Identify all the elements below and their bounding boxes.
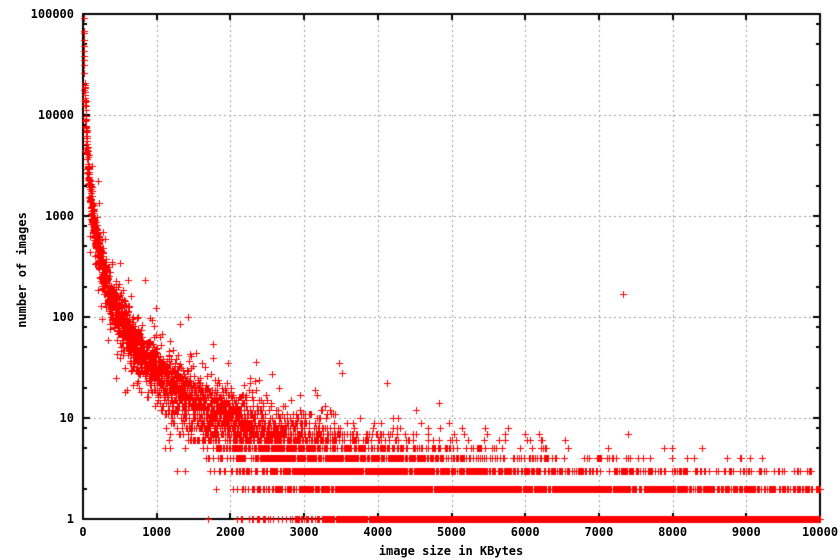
- x-tick-label: 6000: [510, 525, 540, 539]
- y-tick-label: 100000: [30, 7, 74, 21]
- x-tick-label: 0: [79, 525, 87, 539]
- y-tick-label: 10000: [37, 108, 74, 122]
- y-axis-title: number of images: [15, 212, 29, 328]
- x-tick-label: 8000: [658, 525, 688, 539]
- x-tick-label: 3000: [289, 525, 319, 539]
- x-tick-label: 7000: [584, 525, 614, 539]
- y-tick-label: 1: [66, 512, 74, 526]
- y-tick-label: 1000: [45, 209, 74, 223]
- x-tick-label: 2000: [215, 525, 245, 539]
- y-tick-label: 10: [59, 411, 74, 425]
- x-axis-title: image size in KBytes: [378, 544, 524, 558]
- x-tick-label: 1000: [142, 525, 172, 539]
- y-tick-label: 100: [52, 310, 74, 324]
- x-tick-label: 9000: [731, 525, 761, 539]
- x-tick-label: 10000: [801, 525, 839, 539]
- x-tick-label: 4000: [363, 525, 393, 539]
- x-tick-label: 5000: [437, 525, 466, 539]
